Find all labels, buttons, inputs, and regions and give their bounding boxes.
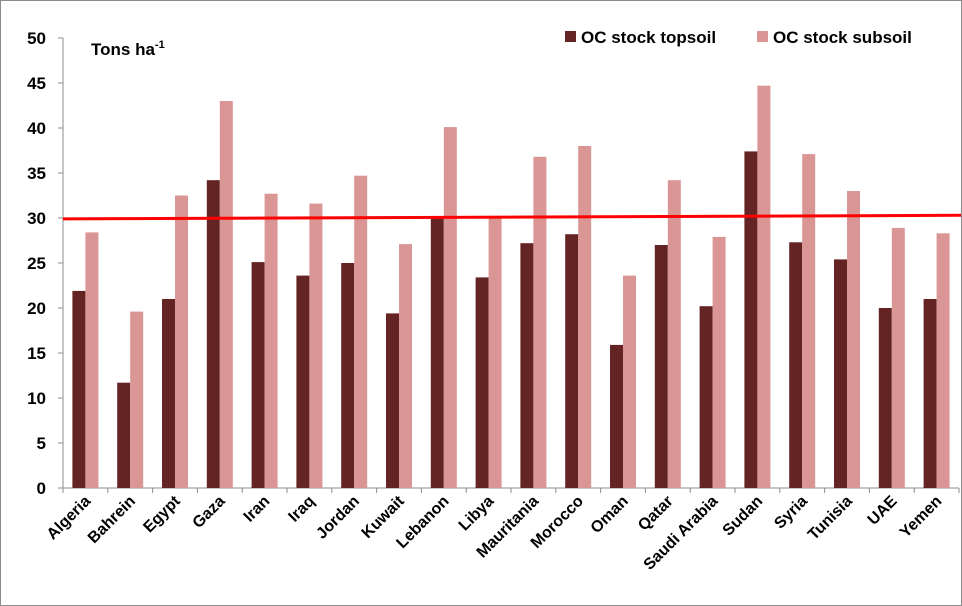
bar-subsoil: [443, 127, 457, 488]
y-tick-label: 10: [27, 389, 46, 408]
x-category-label: Yemen: [897, 493, 946, 542]
y-tick-label: 45: [27, 74, 46, 93]
unit-label: Tons ha-1: [91, 39, 165, 59]
legend-label-topsoil: OC stock topsoil: [581, 28, 716, 47]
bar-subsoil: [623, 275, 636, 488]
bar-subsoil: [667, 180, 681, 488]
x-category-label: Oman: [588, 493, 632, 537]
x-category-label: Gaza: [190, 493, 229, 532]
bar-topsoil: [386, 313, 399, 488]
x-category-label: Sudan: [720, 493, 767, 540]
x-category-label: Iraq: [285, 493, 318, 526]
bar-topsoil: [654, 245, 668, 488]
legend-swatch-subsoil: [757, 31, 768, 42]
x-category-label: Libya: [456, 493, 498, 535]
y-tick-label: 30: [27, 209, 46, 228]
unit-label-superscript: -1: [155, 39, 165, 51]
bar-subsoil: [533, 156, 547, 489]
x-category-label: Egypt: [140, 492, 184, 536]
x-category-label: Iran: [241, 493, 274, 526]
bar-subsoil: [802, 154, 816, 488]
bar-topsoil: [923, 299, 937, 488]
reference-line-group: [62, 213, 961, 221]
bar-topsoil: [117, 382, 131, 488]
bar-topsoil: [699, 306, 713, 488]
bar-topsoil: [744, 151, 758, 488]
bar-subsoil: [847, 191, 860, 488]
x-category-label: Jordan: [313, 493, 363, 543]
bar-subsoil: [309, 203, 323, 488]
bar-topsoil: [341, 263, 355, 488]
y-tick-label: 50: [27, 29, 46, 48]
bar-topsoil: [430, 218, 444, 488]
y-tick-label: 25: [27, 254, 46, 273]
x-category-label: Qatar: [635, 493, 677, 535]
y-tick-label: 35: [27, 164, 46, 183]
bar-subsoil: [399, 244, 412, 488]
bar-subsoil: [130, 311, 144, 488]
legend-swatch-topsoil: [565, 31, 576, 42]
bar-subsoil: [936, 233, 950, 488]
bar-topsoil: [475, 277, 489, 488]
bar-topsoil: [520, 243, 534, 488]
bar-topsoil: [72, 290, 86, 488]
bar-topsoil: [296, 275, 310, 488]
y-tick-label: 5: [37, 434, 46, 453]
x-category-label: UAE: [865, 493, 901, 529]
bar-subsoil: [354, 175, 368, 488]
bars: [72, 85, 950, 489]
bar-subsoil: [264, 193, 278, 488]
bar-subsoil: [175, 195, 188, 488]
bar-topsoil: [251, 262, 265, 488]
y-tick-label: 15: [27, 344, 46, 363]
bar-topsoil: [878, 308, 892, 488]
bar-subsoil: [578, 146, 592, 488]
legend-label-subsoil: OC stock subsoil: [773, 28, 912, 47]
bar-topsoil: [162, 299, 175, 488]
bar-subsoil: [488, 218, 502, 488]
y-axis: 0 5 10 15 20 25 30 35 40 45 50: [27, 29, 64, 498]
bar-subsoil: [219, 101, 233, 488]
x-category-label: Bahrein: [85, 493, 139, 547]
bar-subsoil: [891, 227, 905, 488]
bar-subsoil: [712, 236, 726, 488]
bar-topsoil: [789, 242, 803, 488]
y-tick-label: 40: [27, 119, 46, 138]
bar-topsoil: [565, 234, 579, 488]
y-tick-label: 0: [37, 479, 46, 498]
x-category-label: Tunisia: [805, 493, 856, 544]
legend: OC stock topsoil OC stock subsoil: [565, 28, 912, 47]
x-category-label: Syria: [771, 493, 811, 533]
bar-topsoil: [834, 259, 847, 488]
bar-topsoil: [610, 344, 623, 488]
y-tick-label: 20: [27, 299, 46, 318]
bar-topsoil: [206, 180, 220, 488]
bar-subsoil: [85, 232, 99, 488]
bar-subsoil: [757, 85, 771, 488]
unit-label-base: Tons ha: [91, 40, 155, 59]
reference-line: [62, 213, 961, 221]
